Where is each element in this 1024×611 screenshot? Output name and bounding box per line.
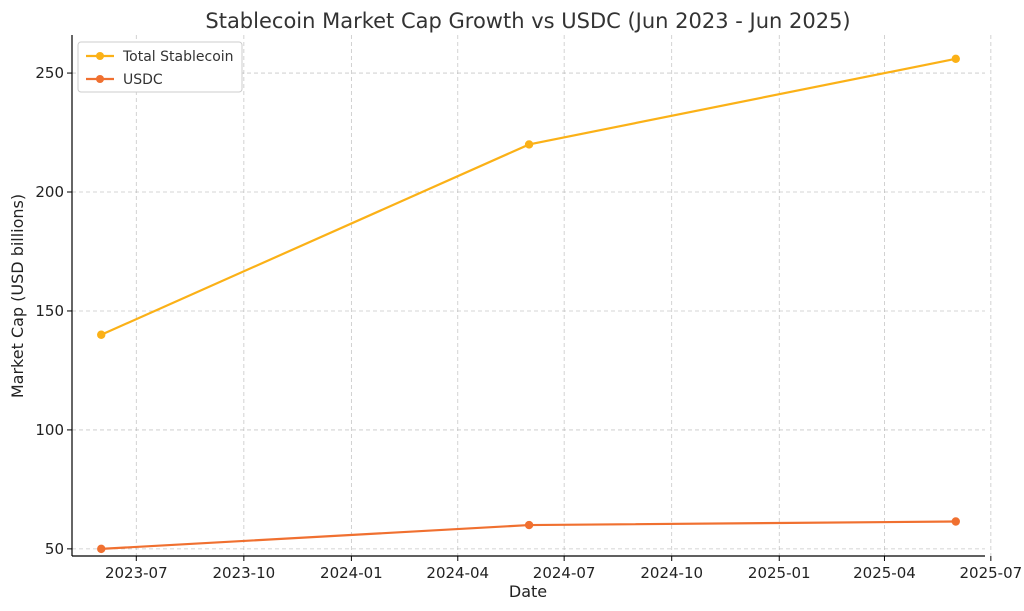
x-tick-label: 2024-10 [640, 564, 703, 582]
data-point [951, 54, 960, 63]
x-axis-title: Date [509, 582, 547, 601]
series-line [100, 57, 956, 336]
data-point [524, 520, 534, 530]
data-point [524, 140, 534, 149]
y-axis-title: Market Cap (USD billions) [8, 194, 27, 398]
y-tick-label: 100 [35, 421, 64, 439]
x-tick-label: 2024-07 [533, 564, 596, 582]
legend: Total Stablecoin USDC [77, 41, 243, 93]
y-tick-label: 200 [35, 183, 64, 201]
x-tick-label: 2024-01 [320, 564, 383, 582]
chart-title: Stablecoin Market Cap Growth vs USDC (Ju… [205, 9, 850, 33]
axes-layer: 2023-07 2023-10 2024-01 2024-04 2024-07 2024-… [35, 35, 1022, 582]
x-tick-label: 2025-07 [960, 564, 1023, 582]
data-point [97, 330, 106, 339]
legend-box [77, 41, 243, 93]
data-point [97, 544, 106, 554]
y-tick-label: 150 [35, 302, 64, 320]
x-tick-label: 2024-04 [426, 564, 489, 582]
x-tick-label: 2025-01 [748, 564, 811, 582]
data-point [951, 517, 960, 526]
legend-label: Total Stablecoin [122, 49, 234, 65]
y-tick-label: 250 [35, 64, 64, 82]
x-tick-label: 2023-10 [213, 564, 276, 582]
legend-marker [96, 75, 104, 83]
x-tick-label: 2023-07 [105, 564, 168, 582]
grid-layer [72, 35, 992, 556]
legend-marker [96, 52, 104, 60]
legend-label: USDC [123, 72, 163, 88]
series-layer [97, 54, 960, 554]
x-tick-label: 2025-04 [853, 564, 916, 582]
y-tick-label: 50 [45, 540, 64, 558]
